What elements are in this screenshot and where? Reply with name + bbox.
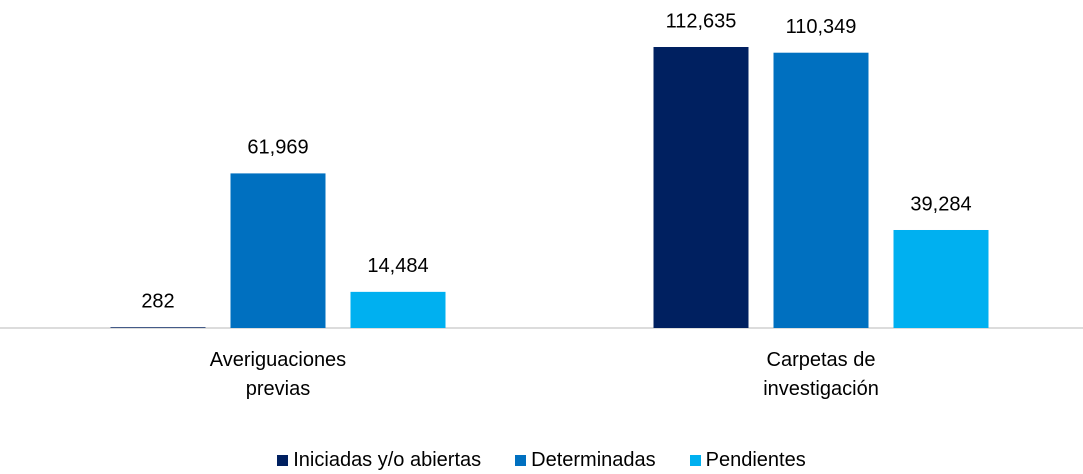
legend-item: Iniciadas y/o abiertas [277, 449, 481, 472]
data-label: 110,349 [786, 16, 857, 38]
bar [773, 52, 869, 329]
legend-swatch [515, 455, 527, 466]
x-tick-label: Averiguaciones previas [209, 349, 347, 400]
plot: 282 61,969 14,484 112,635 110,349 39,284 [0, 10, 1083, 329]
data-label: 112,635 [666, 10, 737, 32]
bar [230, 173, 326, 328]
x-tick-label: Carpetas de investigación [763, 349, 879, 400]
bar [893, 229, 989, 328]
data-label: 282 [141, 291, 174, 313]
data-label: 14,484 [367, 255, 428, 277]
legend-swatch [277, 455, 289, 466]
legend-swatch [689, 455, 701, 466]
bar [110, 327, 206, 328]
bar [350, 291, 446, 328]
bar [653, 47, 749, 328]
legend-item: Pendientes [689, 449, 806, 472]
legend: Iniciadas y/o abiertas Determinadas Pendie… [0, 449, 1083, 472]
legend-label: Pendientes [705, 449, 806, 471]
legend-item: Determinadas [515, 449, 656, 472]
legend-label: Iniciadas y/o abiertas [293, 449, 482, 471]
data-label: 61,969 [247, 137, 308, 159]
legend-label: Determinadas [531, 449, 656, 471]
data-label: 39,284 [910, 193, 971, 215]
